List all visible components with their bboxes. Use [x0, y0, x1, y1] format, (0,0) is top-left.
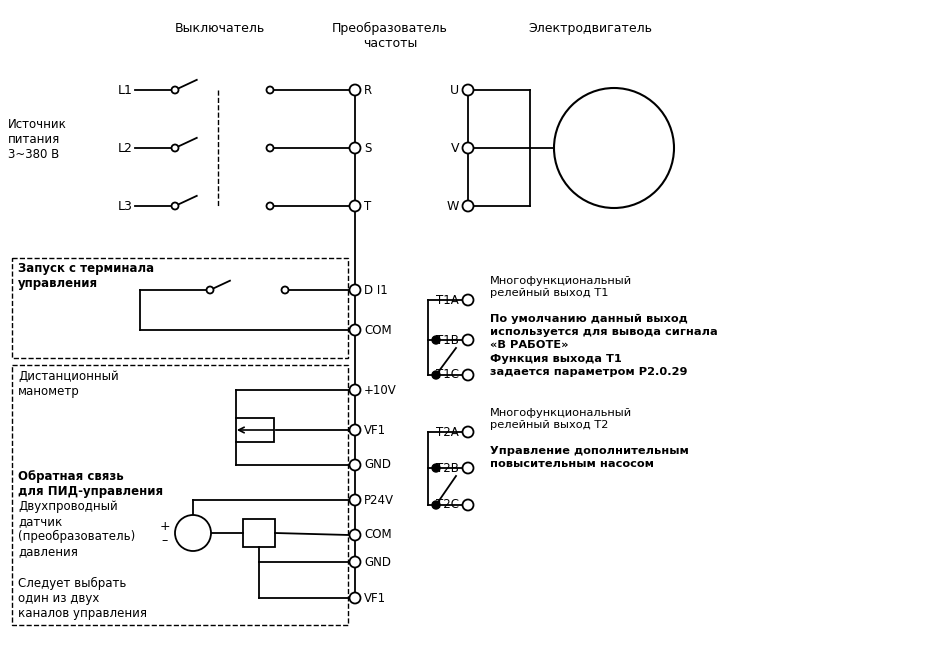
Text: T2C: T2C: [436, 498, 459, 512]
Circle shape: [171, 86, 178, 94]
Circle shape: [462, 200, 473, 212]
Circle shape: [462, 500, 473, 510]
Circle shape: [432, 501, 439, 509]
Text: T1B: T1B: [436, 333, 459, 347]
Circle shape: [462, 462, 473, 474]
Circle shape: [349, 424, 360, 436]
Text: Дистанционный
манометр: Дистанционный манометр: [18, 370, 119, 398]
Circle shape: [349, 530, 360, 540]
Text: T1A: T1A: [436, 293, 459, 307]
Text: L2: L2: [118, 142, 133, 154]
Text: Источник
питания
3~380 В: Источник питания 3~380 В: [8, 118, 67, 161]
Circle shape: [171, 202, 178, 210]
Circle shape: [349, 200, 360, 212]
Circle shape: [266, 86, 273, 94]
Text: T2B: T2B: [436, 462, 459, 474]
Circle shape: [462, 426, 473, 438]
Text: T2A: T2A: [436, 426, 459, 438]
Circle shape: [349, 593, 360, 603]
Text: COM: COM: [363, 528, 391, 542]
Circle shape: [266, 144, 273, 152]
Text: Двухпроводный
датчик
(преобразователь)
давления: Двухпроводный датчик (преобразователь) д…: [18, 500, 135, 558]
Text: T: T: [363, 200, 371, 212]
Text: S: S: [363, 142, 371, 154]
Text: L3: L3: [118, 200, 133, 212]
Circle shape: [281, 287, 288, 293]
Text: +: +: [159, 520, 171, 534]
Text: P24V: P24V: [363, 494, 394, 506]
Circle shape: [432, 371, 439, 379]
Text: VF1: VF1: [363, 424, 386, 436]
Text: T1C: T1C: [436, 369, 459, 381]
Circle shape: [207, 287, 213, 293]
Text: COM: COM: [363, 323, 391, 337]
Text: Преобразователь
частоты: Преобразователь частоты: [332, 22, 448, 50]
Text: +10V: +10V: [363, 383, 397, 397]
Circle shape: [266, 202, 273, 210]
Circle shape: [349, 84, 360, 96]
Text: По умолчанию данный выход
используется для вывода сигнала
«В РАБОТЕ»
Функция вых: По умолчанию данный выход используется д…: [489, 314, 717, 377]
Text: V: V: [450, 142, 459, 154]
Text: –: –: [161, 534, 168, 548]
Text: Следует выбрать
один из двух
каналов управления: Следует выбрать один из двух каналов упр…: [18, 577, 146, 620]
Circle shape: [432, 336, 439, 344]
Circle shape: [171, 144, 178, 152]
Text: Выключатель: Выключатель: [174, 22, 265, 35]
Text: Многофункциональный
релейный выход Т2: Многофункциональный релейный выход Т2: [489, 408, 631, 430]
Text: GND: GND: [363, 458, 390, 472]
Circle shape: [462, 84, 473, 96]
Circle shape: [349, 285, 360, 295]
Bar: [12, 258, 348, 358]
Circle shape: [349, 385, 360, 395]
Bar: [235, 418, 273, 442]
Text: GND: GND: [363, 556, 390, 568]
Circle shape: [349, 142, 360, 154]
Text: Электродвигатель: Электродвигатель: [527, 22, 652, 35]
Text: Многофункциональный
релейный выход Т1: Многофункциональный релейный выход Т1: [489, 277, 631, 298]
Bar: [243, 519, 274, 547]
Text: D I1: D I1: [363, 283, 387, 297]
Circle shape: [349, 460, 360, 470]
Circle shape: [349, 556, 360, 568]
Circle shape: [462, 369, 473, 381]
Circle shape: [462, 295, 473, 305]
Circle shape: [349, 494, 360, 506]
Circle shape: [462, 335, 473, 345]
Text: Запуск с терминала
управления: Запуск с терминала управления: [18, 262, 154, 290]
Text: Обратная связь
для ПИД-управления: Обратная связь для ПИД-управления: [18, 470, 163, 498]
Text: Управление дополнительным
повысительным насосом: Управление дополнительным повысительным …: [489, 446, 688, 469]
Circle shape: [349, 325, 360, 335]
Circle shape: [553, 88, 673, 208]
Bar: [12, 365, 348, 625]
Text: U: U: [450, 84, 459, 96]
Circle shape: [175, 515, 210, 551]
Text: L1: L1: [118, 84, 133, 96]
Circle shape: [432, 464, 439, 472]
Text: R: R: [363, 84, 372, 96]
Text: W: W: [446, 200, 459, 212]
Text: VF1: VF1: [363, 591, 386, 605]
Circle shape: [462, 142, 473, 154]
